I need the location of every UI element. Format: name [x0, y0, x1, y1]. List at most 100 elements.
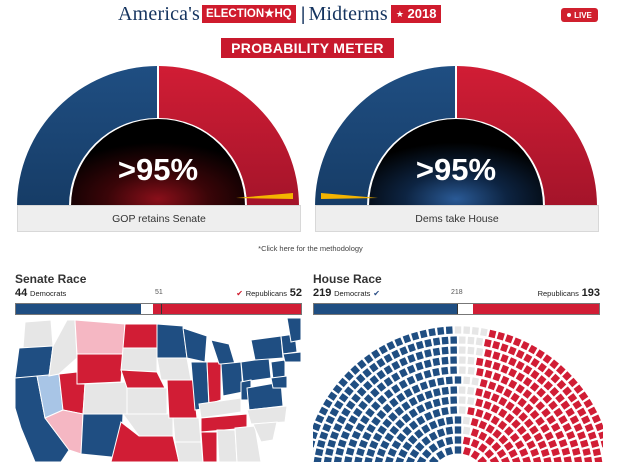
house-dem-tally: 219 Democrats ✔ — [313, 287, 380, 299]
house-seat — [573, 423, 583, 432]
house-seat — [480, 328, 488, 337]
house-seat — [519, 448, 529, 457]
house-seat — [562, 422, 572, 432]
house-seat — [376, 369, 386, 380]
house-seat — [363, 380, 373, 391]
map-state-ny[interactable] — [250, 335, 284, 361]
house-seat — [363, 354, 374, 364]
map-state-ga[interactable] — [234, 425, 262, 462]
house-seat — [383, 389, 394, 399]
house-seat — [450, 346, 458, 354]
house-undecided-segment — [457, 304, 473, 314]
house-seat — [353, 407, 363, 418]
map-state-ia[interactable] — [156, 357, 192, 381]
map-state-al[interactable] — [216, 429, 238, 462]
house-seat — [548, 439, 558, 449]
senate-results-map[interactable] — [15, 318, 302, 462]
map-state-in[interactable] — [206, 361, 222, 405]
house-seat-chart[interactable] — [313, 318, 603, 462]
senate-outcome-label: GOP retains Senate — [17, 205, 301, 232]
house-rep-label: Republicans — [537, 289, 579, 298]
house-seat — [421, 449, 432, 459]
map-state-nc[interactable] — [246, 405, 288, 425]
house-seat — [475, 388, 484, 397]
house-seat — [550, 373, 561, 384]
house-seat — [399, 346, 409, 356]
map-state-id[interactable] — [48, 319, 78, 377]
map-state-or[interactable] — [15, 345, 54, 379]
house-seat — [484, 359, 493, 369]
house-seat — [595, 422, 603, 432]
house-seat — [485, 436, 495, 446]
map-state-nd[interactable] — [122, 323, 158, 349]
house-seat — [500, 375, 510, 385]
house-seat — [398, 368, 408, 378]
map-state-mt[interactable] — [74, 319, 126, 355]
senate-dem-count: 44 — [15, 287, 28, 299]
map-state-mn[interactable] — [156, 323, 188, 359]
live-badge[interactable]: LIVE — [561, 8, 598, 22]
map-state-co[interactable] — [82, 381, 128, 415]
house-probability-gauge[interactable]: >95% Dems take House — [313, 66, 599, 232]
house-seat — [454, 446, 462, 454]
house-seat — [489, 456, 500, 462]
house-seat — [567, 393, 578, 403]
senate-rep-count: 52 — [289, 287, 302, 299]
map-state-oh[interactable] — [220, 361, 244, 397]
map-state-sd[interactable] — [120, 347, 158, 373]
brand-logo[interactable]: America's ELECTION★HQ | Midterms ★ 2018 — [118, 3, 442, 25]
house-seat — [424, 400, 433, 410]
map-state-me[interactable] — [286, 318, 302, 343]
house-seat — [558, 438, 568, 448]
house-seat — [563, 456, 572, 462]
map-state-wi[interactable] — [182, 327, 208, 363]
map-state-ks[interactable] — [126, 387, 168, 415]
house-seat — [355, 422, 366, 432]
house-seat — [520, 340, 530, 351]
house-seat — [542, 394, 553, 404]
house-seat — [536, 375, 547, 385]
map-state-ms[interactable] — [200, 431, 218, 462]
map-state-az[interactable] — [44, 409, 84, 455]
map-state-md[interactable] — [270, 375, 288, 389]
house-seat — [528, 344, 538, 355]
house-seat — [556, 365, 566, 375]
house-seat — [395, 419, 405, 429]
house-seat — [584, 423, 594, 433]
house-seat — [476, 368, 484, 377]
map-state-ma-ct[interactable] — [282, 351, 302, 363]
house-seat — [516, 425, 527, 436]
house-seat — [424, 339, 433, 348]
house-seat — [550, 422, 561, 432]
map-state-pa[interactable] — [240, 357, 272, 383]
house-seat — [536, 387, 546, 398]
map-state-ky[interactable] — [198, 397, 242, 419]
house-seat-bar — [313, 303, 600, 315]
house-race-panel: House Race 219 Democrats ✔ 218 Republica… — [313, 272, 600, 315]
map-state-wa[interactable] — [22, 319, 54, 349]
house-seat — [322, 423, 332, 433]
house-seat — [332, 384, 343, 394]
house-seat — [419, 381, 429, 391]
map-state-mi[interactable] — [210, 339, 236, 365]
house-rep-count: 193 — [581, 287, 600, 299]
house-seat — [522, 389, 533, 399]
house-seat — [463, 376, 471, 385]
house-seat — [512, 406, 522, 417]
house-seat — [334, 400, 344, 410]
map-state-sc[interactable] — [252, 421, 278, 443]
house-seat — [356, 387, 367, 397]
map-state-wy[interactable] — [76, 353, 124, 385]
map-state-la[interactable] — [174, 441, 204, 462]
map-state-ar[interactable] — [172, 417, 202, 443]
map-state-ne[interactable] — [120, 369, 166, 389]
house-majority-line — [456, 304, 458, 314]
house-seat — [351, 430, 361, 440]
senate-probability-gauge[interactable]: >95% GOP retains Senate — [15, 66, 301, 232]
house-seat — [396, 392, 406, 403]
methodology-link[interactable]: *Click here for the methodology — [258, 244, 363, 253]
house-seat — [450, 366, 457, 374]
house-seat — [565, 407, 575, 417]
house-seat — [537, 440, 547, 450]
house-seat — [458, 386, 466, 394]
